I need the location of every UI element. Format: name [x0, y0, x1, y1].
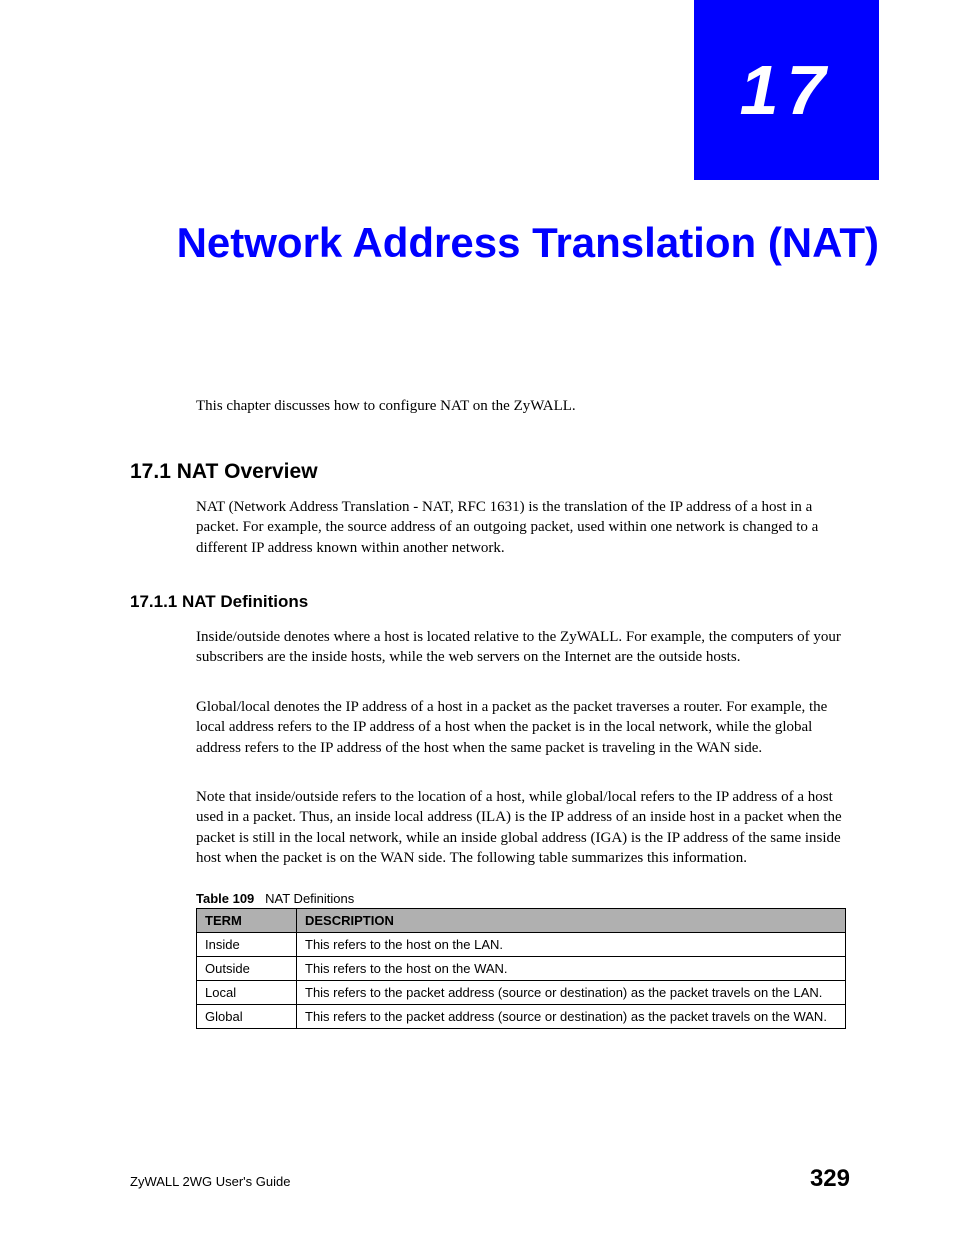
section-para-summary: Note that inside/outside refers to the l… — [196, 787, 846, 868]
table-cell-term: Local — [197, 981, 297, 1005]
table-caption: Table 109 NAT Definitions — [196, 891, 354, 906]
table-header-row: TERM DESCRIPTION — [197, 909, 846, 933]
chapter-number: 17 — [740, 50, 834, 130]
nat-definitions-table: TERM DESCRIPTION Inside This refers to t… — [196, 908, 846, 1029]
table-header-term: TERM — [197, 909, 297, 933]
section-body-nat-overview: NAT (Network Address Translation - NAT, … — [196, 497, 846, 558]
table-row: Outside This refers to the host on the W… — [197, 957, 846, 981]
section-heading-nat-definitions: 17.1.1 NAT Definitions — [130, 592, 308, 612]
table-row: Local This refers to the packet address … — [197, 981, 846, 1005]
table-cell-term: Global — [197, 1005, 297, 1029]
table-row: Inside This refers to the host on the LA… — [197, 933, 846, 957]
table-caption-label: Table 109 — [196, 891, 254, 906]
section-heading-nat-overview: 17.1 NAT Overview — [130, 460, 318, 484]
chapter-number-box: 17 — [694, 0, 879, 180]
section-para-inside-outside: Inside/outside denotes where a host is l… — [196, 627, 846, 668]
chapter-title: Network Address Translation (NAT) — [159, 215, 879, 272]
table-cell-description: This refers to the host on the WAN. — [297, 957, 846, 981]
table-header-description: DESCRIPTION — [297, 909, 846, 933]
table-cell-term: Outside — [197, 957, 297, 981]
section-para-global-local: Global/local denotes the IP address of a… — [196, 697, 846, 758]
table-caption-title: NAT Definitions — [265, 891, 354, 906]
table-cell-description: This refers to the packet address (sourc… — [297, 981, 846, 1005]
page-footer: ZyWALL 2WG User's Guide 329 — [130, 1165, 850, 1193]
table-row: Global This refers to the packet address… — [197, 1005, 846, 1029]
footer-guide-title: ZyWALL 2WG User's Guide — [130, 1174, 290, 1189]
table-cell-term: Inside — [197, 933, 297, 957]
chapter-intro: This chapter discusses how to configure … — [196, 398, 841, 415]
footer-page-number: 329 — [810, 1165, 850, 1193]
table-cell-description: This refers to the host on the LAN. — [297, 933, 846, 957]
table-cell-description: This refers to the packet address (sourc… — [297, 1005, 846, 1029]
